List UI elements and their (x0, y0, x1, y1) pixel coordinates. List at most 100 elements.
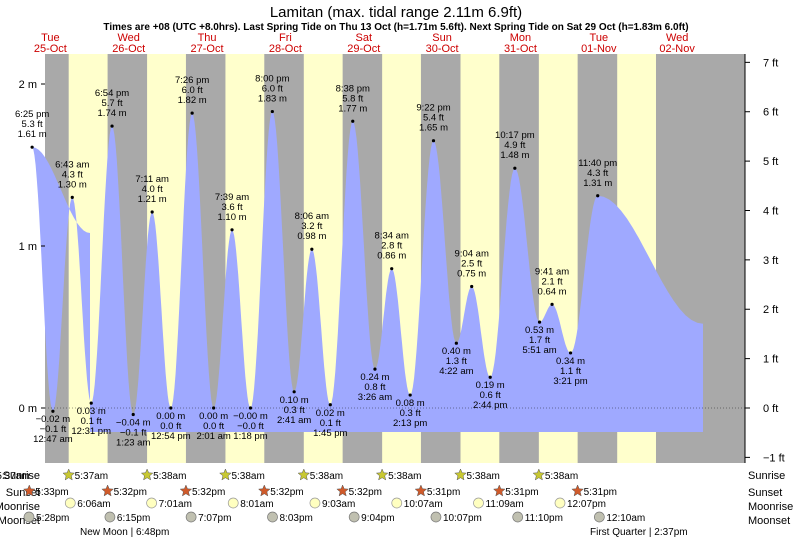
day-header-dow: Sun (432, 32, 452, 44)
tide-curve (32, 111, 704, 432)
low-tide-label: 0.03 m (77, 406, 106, 417)
low-tide-label: 0.53 m (525, 325, 554, 336)
high-tide-label: 2.8 ft (381, 241, 402, 252)
low-tide-label: 0.0 ft (160, 421, 181, 432)
high-tide-label: 4.9 ft (504, 140, 525, 151)
sunset-time: 5:32pm (349, 487, 382, 498)
day-header-date: 01-Nov (581, 43, 617, 55)
sunset-icon (257, 484, 271, 497)
high-tide-label: 5.4 ft (423, 113, 444, 124)
low-tide-label: −0.00 m (233, 411, 268, 422)
sunrise-time: 5:38am (388, 471, 421, 482)
y-tick-label-metres: 0 m (19, 403, 37, 415)
high-tide-label: 1.61 m (18, 129, 47, 140)
moonset-icon (104, 511, 116, 523)
high-tide-label: 1.30 m (58, 179, 87, 190)
row-label-sunrise: Sunrise (3, 470, 40, 482)
low-tide-label: −0.02 m (36, 414, 71, 425)
low-tide-label: 0.6 ft (480, 390, 501, 401)
moonset-time: 7:07pm (198, 513, 231, 524)
low-tide-label: 0.3 ft (284, 405, 305, 416)
high-tide-label: 7:26 pm (175, 75, 209, 86)
tide-extreme-point (488, 375, 492, 379)
tide-extreme-point (292, 390, 296, 394)
high-tide-label: 5.8 ft (342, 93, 363, 104)
sunset-icon (101, 484, 114, 497)
y-tick-label-feet: 3 ft (763, 255, 778, 267)
moonrise-time: 12:07pm (567, 499, 606, 510)
row-label-sunrise-right: Sunrise (748, 470, 785, 482)
high-tide-label: 4.3 ft (587, 168, 608, 179)
tide-extreme-point (310, 247, 314, 251)
high-tide-label: 6.0 ft (262, 84, 283, 95)
low-tide-label: 0.24 m (360, 372, 389, 383)
high-tide-label: 4.0 ft (142, 184, 163, 195)
day-header-dow: Fri (279, 32, 292, 44)
tide-extreme-point (454, 341, 458, 345)
moonset-time: 9:04pm (361, 513, 394, 524)
high-tide-label: 5.3 ft (22, 119, 43, 130)
low-tide-label: 1:23 am (116, 437, 150, 448)
low-tide-label: 1:18 pm (233, 431, 267, 442)
low-tide-label: 2:44 pm (473, 400, 507, 411)
high-tide-label: 7:39 am (215, 192, 249, 203)
low-tide-label: −0.04 m (116, 417, 151, 428)
day-headers: Tue25-OctWed26-OctThu27-OctFri28-OctSat2… (34, 32, 696, 55)
tide-extreme-point (568, 351, 573, 355)
y-axis-metres: 2 m 1 m 0 m (19, 79, 45, 415)
sunrise-time: 5:38am (545, 471, 578, 482)
moonrise-time: 7:01am (159, 499, 192, 510)
sunrise-icon (297, 468, 311, 481)
low-tide-label: 0.02 m (316, 408, 345, 419)
tide-extreme-point (70, 195, 74, 199)
y-tick-label-feet: 0 ft (763, 403, 778, 415)
sunrise-icon (454, 468, 467, 481)
sunrise-time: 5:38am (153, 471, 186, 482)
sunset-time: 5:31pm (584, 487, 617, 498)
high-tide-label: 0.64 m (538, 286, 567, 297)
low-tide-label: 0.10 m (280, 395, 309, 406)
high-tide-label: 0.75 m (457, 269, 486, 280)
moon-phase-first-quarter: First Quarter | 2:37pm (590, 527, 688, 538)
day-header-date: 27-Oct (191, 43, 224, 55)
tide-extreme-point (351, 119, 355, 123)
low-tide-label: 12:31 pm (71, 426, 111, 437)
sunrise-time: 5:37am (75, 471, 108, 482)
tide-extreme-point (110, 124, 114, 128)
high-tide-label: 1.48 m (500, 150, 529, 161)
y-tick-label-feet: 5 ft (763, 156, 778, 168)
low-tide-label: 12:54 pm (151, 431, 191, 442)
day-header-dow: Mon (510, 32, 531, 44)
moonrise-icon (64, 497, 76, 509)
sunrise-time: 5:38am (466, 471, 499, 482)
low-tide-label: 0.8 ft (364, 382, 385, 393)
tide-extreme-point (470, 284, 474, 289)
low-tide-label: 1:45 pm (313, 428, 347, 439)
high-tide-label: 1.83 m (258, 94, 287, 105)
y-tick-label-feet: 2 ft (763, 304, 778, 316)
low-tide-label: 1.1 ft (560, 366, 581, 377)
tide-extreme-point (150, 210, 154, 214)
y-tick-label-metres: 2 m (19, 79, 37, 91)
high-tide-label: 5.7 ft (101, 98, 122, 109)
moonset-time: 12:10am (606, 513, 645, 524)
day-header-date: 02-Nov (659, 43, 695, 55)
high-tide-label: 1.10 m (218, 212, 247, 223)
low-tide-label: 0.00 m (156, 411, 185, 422)
high-tide-label: 0.86 m (377, 251, 406, 262)
high-tide-label: 9:41 am (535, 266, 569, 277)
low-tide-label: 0.34 m (556, 356, 585, 367)
sunrise-time: 5:38am (310, 471, 343, 482)
day-header-date: 31-Oct (504, 43, 537, 55)
sunrise-icon (532, 468, 546, 481)
high-tide-label: 3.2 ft (301, 221, 322, 232)
moonset-icon (348, 511, 360, 523)
moonrise-icon (227, 497, 239, 509)
tide-extreme-point (30, 145, 34, 149)
high-tide-label: 2.5 ft (461, 259, 482, 270)
day-header-dow: Tue (41, 32, 60, 44)
sunset-time: 5:31pm (505, 487, 538, 498)
sunrise-icon (375, 468, 389, 481)
